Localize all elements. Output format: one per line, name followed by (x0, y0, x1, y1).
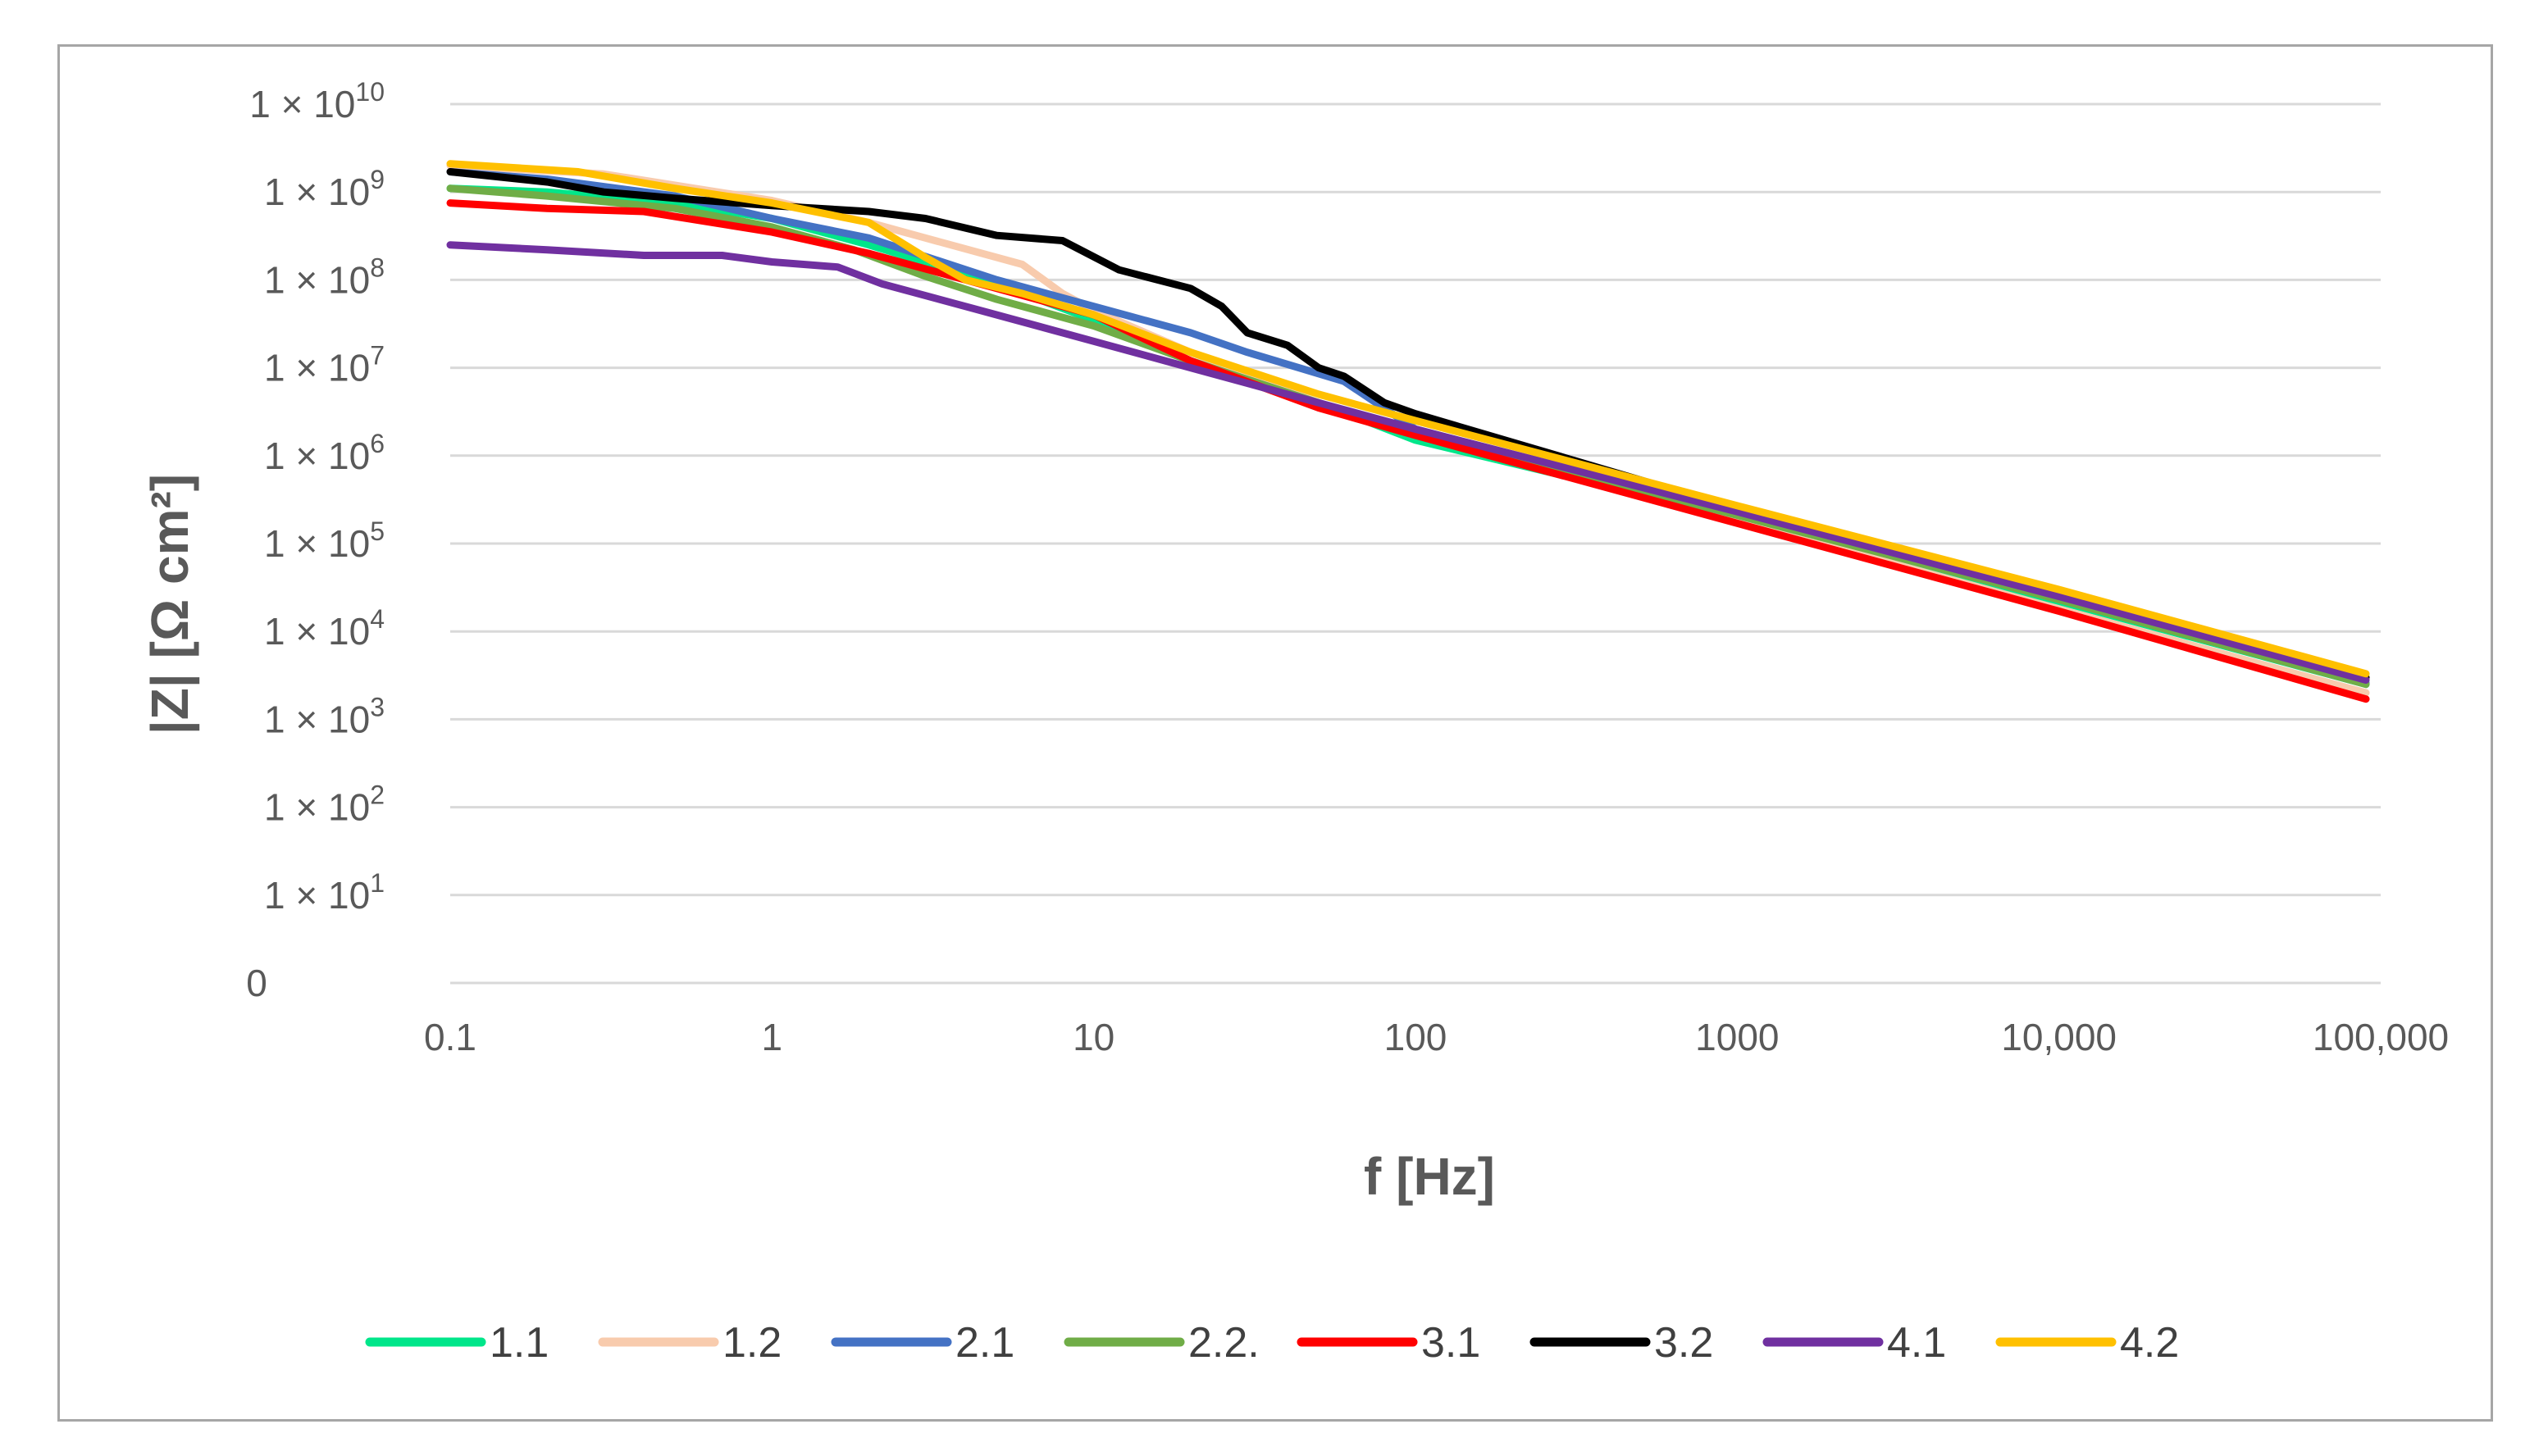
chart-frame: 0 1 × 101 1 × 102 1 × 103 1 × 104 1 × 105 1 × … (57, 44, 2493, 1422)
legend-label: 2.1 (955, 1319, 1014, 1367)
x-tick-label: 100 (1384, 1016, 1447, 1058)
y-tick-label: 1 × 102 (264, 780, 385, 829)
series-line-3-2 (446, 168, 2370, 681)
x-tick-label: 1000 (1695, 1016, 1779, 1058)
y-tick-label: 1 × 109 (264, 165, 385, 213)
legend-label: 4.2 (2120, 1319, 2179, 1367)
series-lines (446, 160, 2370, 703)
y-tick-label: 1 × 105 (264, 516, 385, 565)
y-tick-label: 1 × 103 (264, 692, 385, 740)
x-tick-label: 10,000 (2001, 1016, 2117, 1058)
series-line-4-1 (446, 241, 2370, 684)
series-line-3-1 (446, 199, 2370, 703)
legend-label: 1.1 (490, 1319, 549, 1367)
grid-lines (450, 102, 2381, 985)
x-tick-label: 10 (1073, 1016, 1114, 1058)
x-tick-label: 100,000 (2313, 1016, 2449, 1058)
legend-label: 4.1 (1887, 1319, 1946, 1367)
legend-label: 3.2 (1654, 1319, 1713, 1367)
legend: 1.1 1.2 2.1 2.2. 3.1 3.2 4.1 4.2 (365, 1319, 2179, 1367)
y-tick-label: 1 × 107 (264, 341, 385, 389)
chart-svg: 0 1 × 101 1 × 102 1 × 103 1 × 104 1 × 105 1 × … (140, 77, 2449, 1367)
y-tick-label: 1 × 106 (264, 429, 385, 477)
y-tick-labels: 0 1 × 101 1 × 102 1 × 103 1 × 104 1 × 105 1 × … (246, 77, 385, 1004)
y-tick-label: 1 × 108 (264, 253, 385, 301)
legend-label: 2.2. (1188, 1319, 1260, 1367)
y-tick-label: 1 × 104 (264, 604, 385, 653)
x-axis-title: f [Hz] (1364, 1147, 1495, 1206)
y-tick-label: 0 (246, 962, 267, 1004)
legend-label: 3.1 (1421, 1319, 1480, 1367)
y-tick-label: 1 × 101 (264, 868, 385, 917)
x-tick-label: 0.1 (424, 1016, 476, 1058)
x-tick-label: 1 (762, 1016, 783, 1058)
y-axis-title: |Z| [Ω cm²] (140, 474, 200, 735)
legend-label: 1.2 (722, 1319, 782, 1367)
y-tick-label: 1 × 1010 (249, 77, 385, 125)
series-line-4-2 (446, 160, 2370, 678)
x-tick-labels: 0.1 1 10 100 1000 10,000 100,000 (424, 1016, 2449, 1058)
